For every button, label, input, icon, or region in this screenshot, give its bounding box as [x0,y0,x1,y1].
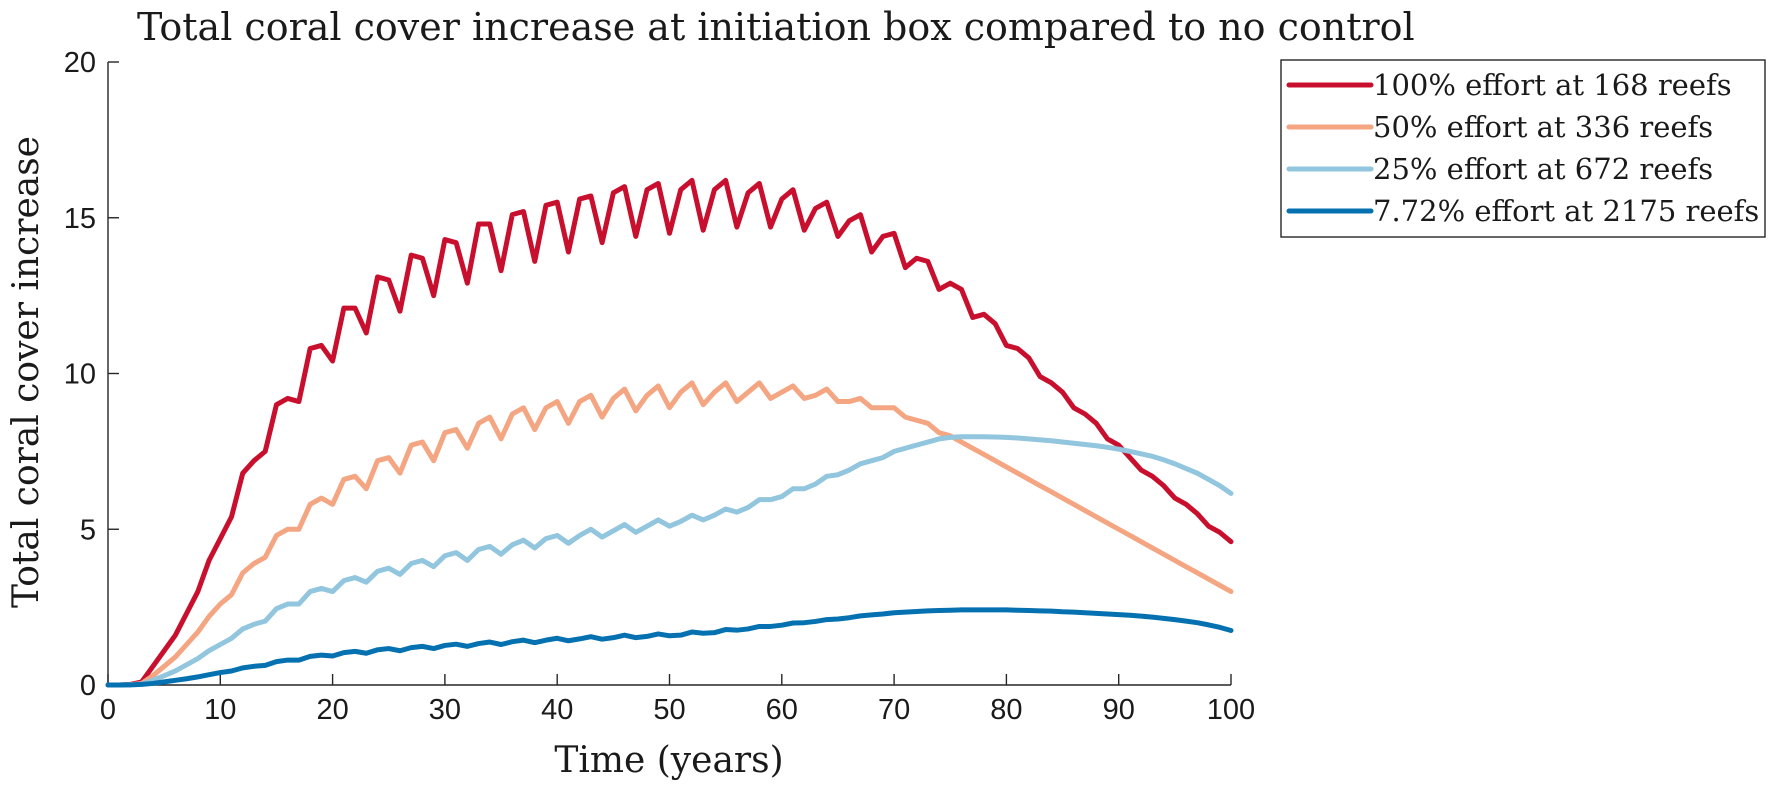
y-tick-label: 20 [64,47,96,79]
series-line-3 [105,434,1234,688]
x-tick-label: 90 [1103,694,1135,726]
x-tick-label: 10 [204,694,236,726]
y-axis-label: Total coral cover increase [6,136,47,608]
y-tick-label: 0 [80,670,96,702]
legend-label-3: 25% effort at 672 reefs [1373,152,1713,186]
x-tick-label: 60 [766,694,798,726]
y-tick-label: 15 [64,203,96,235]
plot-area: 0 10 20 30 40 50 60 70 80 90 100 0 5 10 15 20 [64,47,1255,726]
y-tick-label: 5 [80,514,96,546]
x-axis-label: Time (years) [554,740,783,781]
x-tick-label: 80 [990,694,1022,726]
series-line-1 [105,177,1234,688]
legend-label-2: 50% effort at 336 reefs [1373,110,1713,144]
series-line-4 [105,607,1234,688]
x-tick-label: 40 [541,694,573,726]
legend-box [1280,59,1766,238]
legend-label-4: 7.72% effort at 2175 reefs [1373,194,1759,228]
series-line-2 [105,380,1234,688]
x-tick-label: 70 [878,694,910,726]
x-tick-label: 100 [1207,694,1255,726]
x-tick-label: 50 [653,694,685,726]
legend-label-1: 100% effort at 168 reefs [1373,68,1732,102]
legend: 100% effort at 168 reefs 50% effort at 33… [1280,59,1766,238]
chart-title: Total coral cover increase at initiation… [137,5,1415,49]
x-tick-label: 30 [429,694,461,726]
x-tick-label: 20 [316,694,348,726]
x-tick-label: 0 [100,694,116,726]
y-tick-label: 10 [64,359,96,391]
